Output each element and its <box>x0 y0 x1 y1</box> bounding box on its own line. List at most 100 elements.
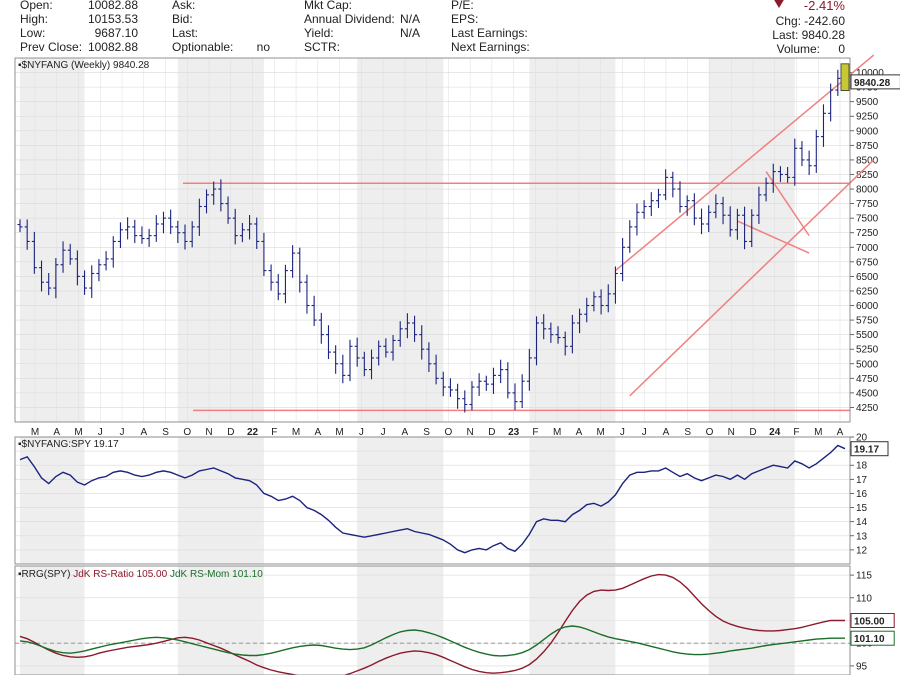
ohlc-bar <box>577 308 583 334</box>
last-value-label: 9840.28 <box>854 78 891 89</box>
volume-value: 0 <box>838 42 845 56</box>
ohlc-bar <box>605 284 611 313</box>
ohlc-bar <box>684 195 690 216</box>
ohlc-bar <box>469 381 475 411</box>
ohlc-bar <box>211 181 217 205</box>
quote-value: N/A <box>399 12 420 26</box>
ohlc-bar <box>31 231 37 274</box>
quote-value: 10082.88 <box>87 0 138 12</box>
ohlc-bar <box>677 181 683 213</box>
ohlc-bar <box>691 193 697 226</box>
quote-label: SCTR: <box>304 40 340 54</box>
quote-label: Last Earnings: <box>451 26 528 40</box>
y-tick-label: 8500 <box>856 155 879 166</box>
x-tick-label: M <box>553 427 561 438</box>
quote-label: Bid: <box>172 12 193 26</box>
x-tick-label: A <box>837 427 844 438</box>
quote-label: P/E: <box>451 0 474 12</box>
ohlc-bar <box>806 150 812 176</box>
ohlc-bar <box>591 291 597 312</box>
x-tick-label: J <box>359 427 364 438</box>
period-shade <box>20 437 85 564</box>
x-tick-label: N <box>728 427 735 438</box>
quote-label: Open: <box>20 0 53 12</box>
ohlc-bar <box>742 206 748 250</box>
ohlc-bar <box>146 228 152 247</box>
ohlc-bar <box>117 222 123 248</box>
rrg-chart-title: ▪RRG(SPY) JdK RS-Ratio 105.00 JdK RS-Mom… <box>18 569 263 580</box>
x-tick-label: O <box>444 427 452 438</box>
quote-label: Prev Close: <box>20 40 83 54</box>
x-tick-label: S <box>684 427 691 438</box>
ohlc-bar <box>835 69 841 96</box>
y-tick-label: 6500 <box>856 272 879 283</box>
ohlc-bar <box>89 265 95 298</box>
y-tick-label: 7250 <box>856 228 879 239</box>
y-tick-label: 110 <box>856 593 872 604</box>
last-value-box <box>850 441 889 457</box>
y-tick-label: 9000 <box>856 126 879 137</box>
x-tick-label: J <box>120 427 125 438</box>
ohlc-bar <box>828 83 834 122</box>
ohlc-bar <box>247 215 253 240</box>
last-value-box <box>850 630 895 646</box>
last-value-label: 105.00 <box>854 617 885 628</box>
ohlc-bar <box>419 325 425 360</box>
x-tick-label: M <box>335 427 343 438</box>
ohlc-bar <box>318 312 324 344</box>
ohlc-bar <box>763 177 769 202</box>
period-shade <box>529 58 616 422</box>
last-bar-highlight <box>840 63 850 92</box>
ohlc-bar <box>304 274 310 314</box>
ohlc-bar <box>254 217 260 249</box>
ohlc-bar <box>225 196 231 224</box>
ohlc-bar <box>239 222 245 243</box>
quote-label: Optionable: <box>172 40 234 54</box>
ohlc-bar <box>218 179 224 212</box>
ohlc-bar <box>462 390 468 413</box>
ohlc-bar <box>261 232 267 276</box>
ohlc-bar <box>24 219 30 250</box>
x-tick-label: A <box>402 427 409 438</box>
x-tick-label: 23 <box>508 427 520 438</box>
pct-change: -2.41% <box>803 0 845 13</box>
x-tick-label: M <box>814 427 822 438</box>
quote-value: 10082.88 <box>87 40 138 54</box>
y-tick-label: 6000 <box>856 301 879 312</box>
ohlc-bar <box>160 211 166 234</box>
y-tick-label: 20 <box>856 433 868 444</box>
y-tick-label: 17 <box>856 475 868 486</box>
ohlc-bar <box>713 194 719 219</box>
quote-label: EPS: <box>451 12 479 26</box>
ohlc-bar <box>347 339 353 382</box>
ohlc-bar <box>792 138 798 186</box>
ohlc-bar <box>397 321 403 347</box>
quote-label: High: <box>20 12 49 26</box>
ohlc-bar <box>153 215 159 242</box>
x-tick-label: F <box>793 427 799 438</box>
ohlc-bar <box>182 224 188 250</box>
rs-line <box>19 444 846 554</box>
ohlc-bar <box>333 345 339 374</box>
y-tick-label: 8750 <box>856 141 879 152</box>
ohlc-bar <box>476 373 482 396</box>
ohlc-bar <box>770 163 776 193</box>
x-tick-label: 22 <box>247 427 259 438</box>
y-tick-label: 9500 <box>856 97 879 108</box>
ohlc-bar <box>648 192 654 217</box>
ohlc-bar <box>519 374 525 409</box>
ohlc-bar <box>311 295 317 327</box>
ohlc-bar <box>82 270 88 295</box>
ohlc-bar <box>440 371 446 397</box>
ohlc-bar <box>46 273 52 296</box>
ohlc-bar <box>584 297 590 323</box>
x-tick-label: J <box>98 427 103 438</box>
ohlc-bar <box>390 334 396 361</box>
last-value-label: 19.17 <box>854 445 879 456</box>
ohlc-bar <box>706 205 712 233</box>
quote-label: Mkt Cap: <box>304 0 353 12</box>
ohlc-bar <box>168 209 174 235</box>
ohlc-bar <box>541 314 547 340</box>
rs-chart-title: ▪$NYFANG:SPY 19.17 <box>18 439 119 450</box>
panel-border <box>14 565 851 675</box>
